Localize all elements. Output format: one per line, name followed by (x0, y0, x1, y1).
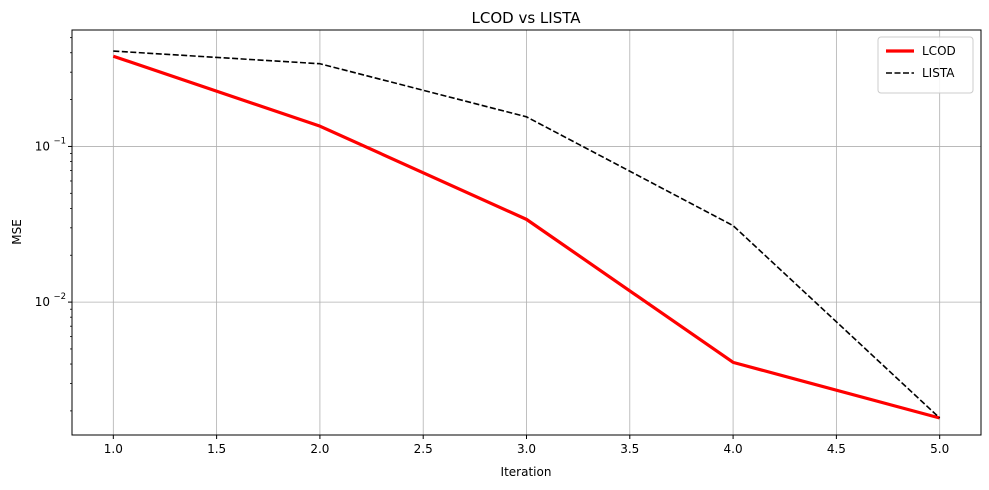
x-axis: 1.0 1.5 2.0 2.5 3.0 3.5 4.0 4.5 5.0 (104, 435, 949, 456)
y-tick-exponent: −2 (53, 292, 66, 302)
legend-label-lcod: LCOD (922, 44, 956, 58)
legend-label-lista: LISTA (922, 66, 955, 80)
x-tick-label: 4.0 (724, 442, 743, 456)
y-tick-exponent: −1 (53, 136, 66, 146)
y-axis-label: MSE (10, 219, 24, 245)
x-tick-label: 1.0 (104, 442, 123, 456)
x-axis-label: Iteration (501, 465, 552, 479)
x-tick-label: 3.5 (620, 442, 639, 456)
series-line-lista (113, 50, 941, 419)
series-line-lcod (112, 54, 941, 420)
y-axis: 10−110−2 (35, 37, 72, 412)
x-tick-label: 3.0 (517, 442, 536, 456)
x-tick-label: 5.0 (930, 442, 949, 456)
grid (72, 30, 981, 435)
series-layer (112, 50, 941, 420)
y-tick-label: 10 (35, 295, 50, 309)
legend: LCOD LISTA (877, 36, 974, 94)
x-tick-label: 1.5 (207, 442, 226, 456)
x-tick-label: 2.0 (310, 442, 329, 456)
x-tick-label: 2.5 (414, 442, 433, 456)
x-tick-label: 4.5 (827, 442, 846, 456)
chart-title: LCOD vs LISTA (472, 9, 582, 27)
y-tick-label: 10 (35, 139, 50, 153)
